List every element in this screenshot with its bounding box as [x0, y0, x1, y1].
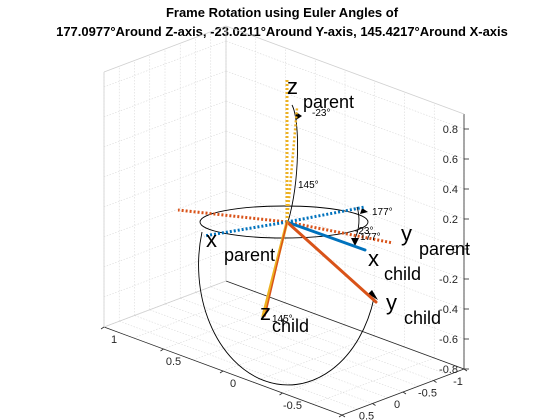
child-x-axis [285, 220, 367, 252]
z-parent-label: z [287, 74, 298, 99]
side-wall-grid-line [225, 130, 465, 220]
z-child-subscript: child [272, 316, 309, 336]
floor-grid-line [222, 324, 346, 372]
arc-arrowhead [351, 238, 359, 246]
x-tick-mark [372, 403, 376, 406]
rotation-arcs [198, 104, 378, 386]
box-edge [225, 280, 465, 370]
side-wall-grid-line [225, 190, 465, 280]
x-parent-label: x [206, 227, 217, 252]
arc-arrowhead [360, 208, 368, 214]
side-wall-grid-line [225, 40, 465, 130]
x-tick-label: 0.5 [359, 411, 374, 420]
box-edge [103, 25, 227, 73]
x-child-label: x [368, 246, 379, 271]
y-tick-label: 0 [230, 378, 236, 390]
side-wall-grid-line [225, 100, 465, 190]
back-wall-grid-line [103, 220, 227, 268]
z-tick-label: 0.4 [443, 184, 458, 196]
box-edge [225, 25, 465, 115]
angle-label: 145° [272, 314, 293, 325]
parent-z-axis-tilt [285, 107, 299, 223]
y-tick-mark [338, 414, 343, 418]
y-tick-mark [100, 326, 105, 330]
rotation-arc-y [287, 104, 299, 223]
x-tick-mark [463, 368, 468, 372]
frame-axes [177, 78, 394, 318]
axes-box [103, 25, 465, 416]
back-wall-grid-line [103, 70, 227, 118]
back-wall-grid-line [103, 250, 227, 298]
back-wall-grid-line [103, 100, 227, 148]
floor-grid-line [149, 309, 388, 399]
floor-grid-line [134, 315, 373, 404]
side-wall-grid-line [225, 250, 465, 340]
z-tick-label: 0.2 [443, 214, 458, 226]
side-wall-grid-line [225, 220, 465, 310]
y-child-subscript: child [404, 308, 441, 328]
chart-title-line2: 177.0977°Around Z-axis, -23.0211°Around … [56, 24, 508, 39]
x-tick-label: -0.5 [418, 388, 437, 400]
z-tick-label: -0.4 [439, 304, 458, 316]
angle-label: -23° [355, 226, 373, 237]
angle-label: 145° [298, 180, 319, 191]
floor-grid-line [252, 335, 375, 383]
z-tick-label: 0.8 [443, 124, 458, 136]
x-tick-mark [402, 391, 407, 395]
floor-grid-line [133, 291, 256, 339]
side-wall-grid-line [225, 160, 465, 250]
floor-grid-line [164, 303, 404, 393]
floor-grid-line [312, 357, 435, 405]
y-tick-label: -0.5 [283, 400, 302, 412]
x-parent-subscript: parent [224, 245, 275, 265]
angle-label: 177° [372, 207, 393, 218]
z-tick-label: 0 [452, 244, 458, 256]
x-tick-label: -1 [453, 376, 463, 388]
y-tick-label: 0.5 [166, 356, 181, 368]
back-wall-grid-line [103, 190, 227, 238]
y-tick-mark [160, 348, 164, 352]
z-tick-label: -0.2 [439, 274, 458, 286]
rotation-arc-x [198, 231, 375, 386]
z-tick-label: -0.8 [439, 364, 458, 376]
back-wall-grid-line [103, 40, 227, 88]
x-child-subscript: child [384, 264, 421, 284]
back-wall-grid-line [103, 160, 227, 208]
side-wall-grid-line [225, 70, 465, 160]
child-y-axis [285, 220, 378, 304]
x-tick-mark [341, 414, 346, 418]
z-tick-label: 0.6 [443, 154, 458, 166]
x-tick-label: 0 [394, 399, 400, 411]
y-parent-label: y [401, 221, 412, 246]
x-tick-mark [433, 380, 437, 383]
angle-label: 177° [360, 232, 381, 243]
y-parent-subscript: parent [419, 239, 470, 259]
y-tick-mark [219, 370, 224, 374]
z-parent-subscript: parent [303, 92, 354, 112]
floor-grid-line [193, 313, 316, 361]
floor-grid-line [282, 346, 405, 394]
floor-grid-line [195, 292, 434, 381]
y-child-label: y [386, 290, 397, 315]
y-tick-mark [279, 392, 283, 396]
z-child-label: z [260, 300, 271, 325]
box-edge [103, 280, 227, 328]
tick-labels: -0.8 -0.6 -0.4 -0.2 0 0.2 0.4 0.6 0.8 -1 -0.5 0 0.5 1… [100, 124, 469, 420]
chart-title-line1: Frame Rotation using Euler Angles of [166, 5, 399, 20]
angle-labels: 177°177°-23°-23°145°145° [272, 108, 393, 325]
back-wall-grid-line [103, 130, 227, 178]
rotation-arc-small [353, 206, 360, 241]
angle-label: -23° [312, 108, 330, 119]
y-tick-label: 1 [111, 334, 117, 346]
parent-x-axis-neg [286, 205, 366, 224]
z-tick-label: -0.6 [439, 334, 458, 346]
child-z-axis-shade [264, 221, 288, 317]
arc-arrowhead [368, 290, 378, 300]
